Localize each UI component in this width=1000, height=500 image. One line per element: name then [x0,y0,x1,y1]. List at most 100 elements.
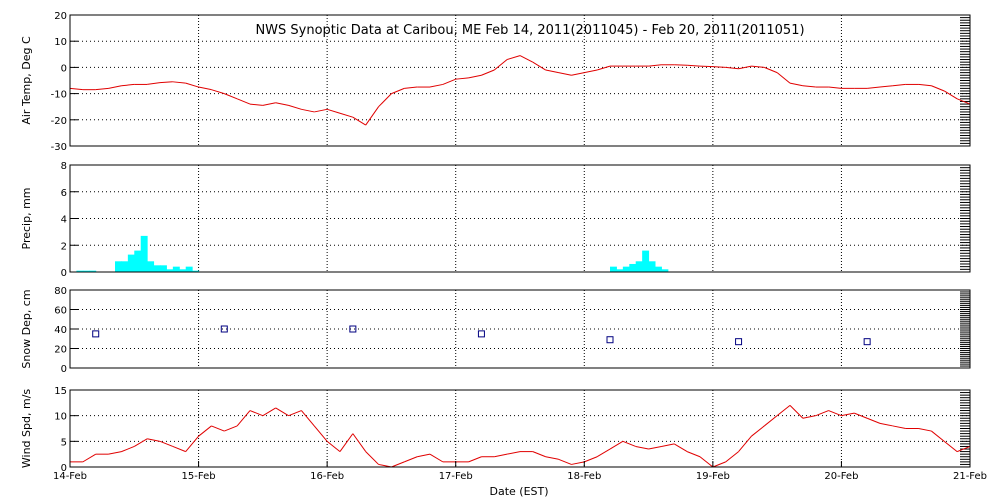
precip-bar [160,265,167,272]
wind_speed-line-segment [674,443,688,453]
air_temp-line-segment [751,65,765,68]
air_temp-line-segment [764,66,778,74]
air_temp-line-segment [224,93,238,100]
snow_depth-point [863,338,871,346]
snow_depth-y-tick-label: 0 [61,364,67,375]
air_temp-line-segment [159,81,173,84]
precip-bar [642,250,650,272]
precip-bar [76,270,84,272]
air_temp-frame [69,14,971,147]
precip-y-axis-title: Precip, mm [20,188,33,250]
air_temp-line-segment [108,85,122,89]
precip-bar [115,261,122,272]
air_temp-line-segment [493,59,508,71]
snow_depth-point [477,330,485,338]
wind_speed-line-segment [828,410,842,417]
air_temp-line-segment [506,55,521,61]
wind_speed-line-segment [545,456,559,460]
air_temp-line-segment [326,108,341,114]
precip-y-tick-label: 6 [61,188,67,199]
precip-bar [648,261,656,272]
air_temp-line-segment [339,112,354,118]
air_temp-line-segment [288,104,302,110]
air_temp-line-segment [828,86,842,89]
precip-bar [134,250,142,272]
air_temp-line-segment [249,103,263,106]
snow_depth-y-tick-label: 80 [54,286,67,297]
wind_speed-line-segment [854,412,868,419]
air_temp-line-segment [301,108,315,113]
precip-bar [635,261,643,272]
air_temp-line-segment [931,85,945,92]
precip-bar [655,266,662,272]
wind_speed-line-segment [738,435,752,452]
wind_speed-line-segment [879,422,893,427]
precip-bar [661,269,669,272]
wind_speed-line-segment [147,438,161,442]
precip-bar [185,266,193,272]
wind_speed-line-segment [224,425,238,432]
precip-bar [610,266,617,272]
air_temp-line-segment [674,64,688,66]
snow_depth-point [92,330,100,338]
x-tick-label: 18-Feb [567,471,601,482]
wind_speed-line-segment [699,456,714,468]
precip-bar [629,263,637,272]
precip-bar [140,235,148,272]
air_temp-line-segment [455,77,469,80]
wind_speed-line-segment [249,410,264,417]
precip-bar [127,254,135,272]
wind_speed-line-segment [892,425,906,429]
precip-y-tick-label: 2 [61,241,67,252]
air_temp-line-segment [918,83,932,87]
air_temp-line-segment [404,86,418,89]
wind_speed-line-segment [275,407,289,417]
wind_speed-line-segment [956,446,971,453]
precip-bar [147,261,155,272]
air_temp-line-segment [558,72,572,76]
wind_speed-line-segment [301,410,315,427]
air_temp-line-segment [725,66,739,70]
wind_speed-line-segment [712,461,726,468]
wind_speed-line-segment [918,428,932,432]
air_temp-line-segment [944,90,958,100]
air_temp-y-tick-label: 20 [54,11,67,22]
x-tick-label: 21-Feb [953,471,987,482]
air_temp-line-segment [429,83,443,88]
air_temp-line-segment [147,82,161,85]
wind_speed-line-segment [931,430,945,442]
wind_speed-line-segment [134,438,148,447]
precip-bar [616,269,624,272]
air_temp-line-segment [172,81,186,84]
precip-y-tick-label: 8 [61,161,67,172]
air_temp-line-segment [776,72,791,84]
air_temp-y-tick-label: -10 [51,90,67,101]
wind_speed-line-segment [313,425,328,442]
air_temp-line-segment [275,102,289,106]
wind_speed-line-segment [686,451,701,458]
wind_speed-line-segment [507,451,521,455]
wind_speed-line-segment [391,461,405,468]
wind_speed-line-segment [82,453,96,463]
wind_speed-y-axis-title: Wind Spd, m/s [20,389,33,469]
air_temp-y-tick-label: 0 [61,63,67,74]
wind_speed-line-segment [648,445,662,450]
air_temp-line-segment [584,69,598,74]
wind_speed-line-segment [429,453,444,463]
chart-title: NWS Synoptic Data at Caribou, ME Feb 14,… [255,23,804,38]
wind_speed-line-segment [609,440,624,450]
wind_speed-line-segment [584,456,598,463]
wind_speed-line-segment [725,451,739,463]
snow_depth-point [606,336,614,344]
wind_speed-frame [69,389,971,468]
wind_speed-line-segment [661,443,675,447]
wind_speed-line-segment [763,415,778,427]
wind_speed-line-segment [172,446,186,453]
precip-bar [153,265,161,272]
precip-bar [121,261,129,272]
wind_speed-line-segment [185,435,199,452]
air_temp-line-segment [391,87,405,95]
precip-frame [69,164,971,273]
air_temp-line-segment [95,87,109,91]
wind_speed-line-segment [943,440,958,452]
